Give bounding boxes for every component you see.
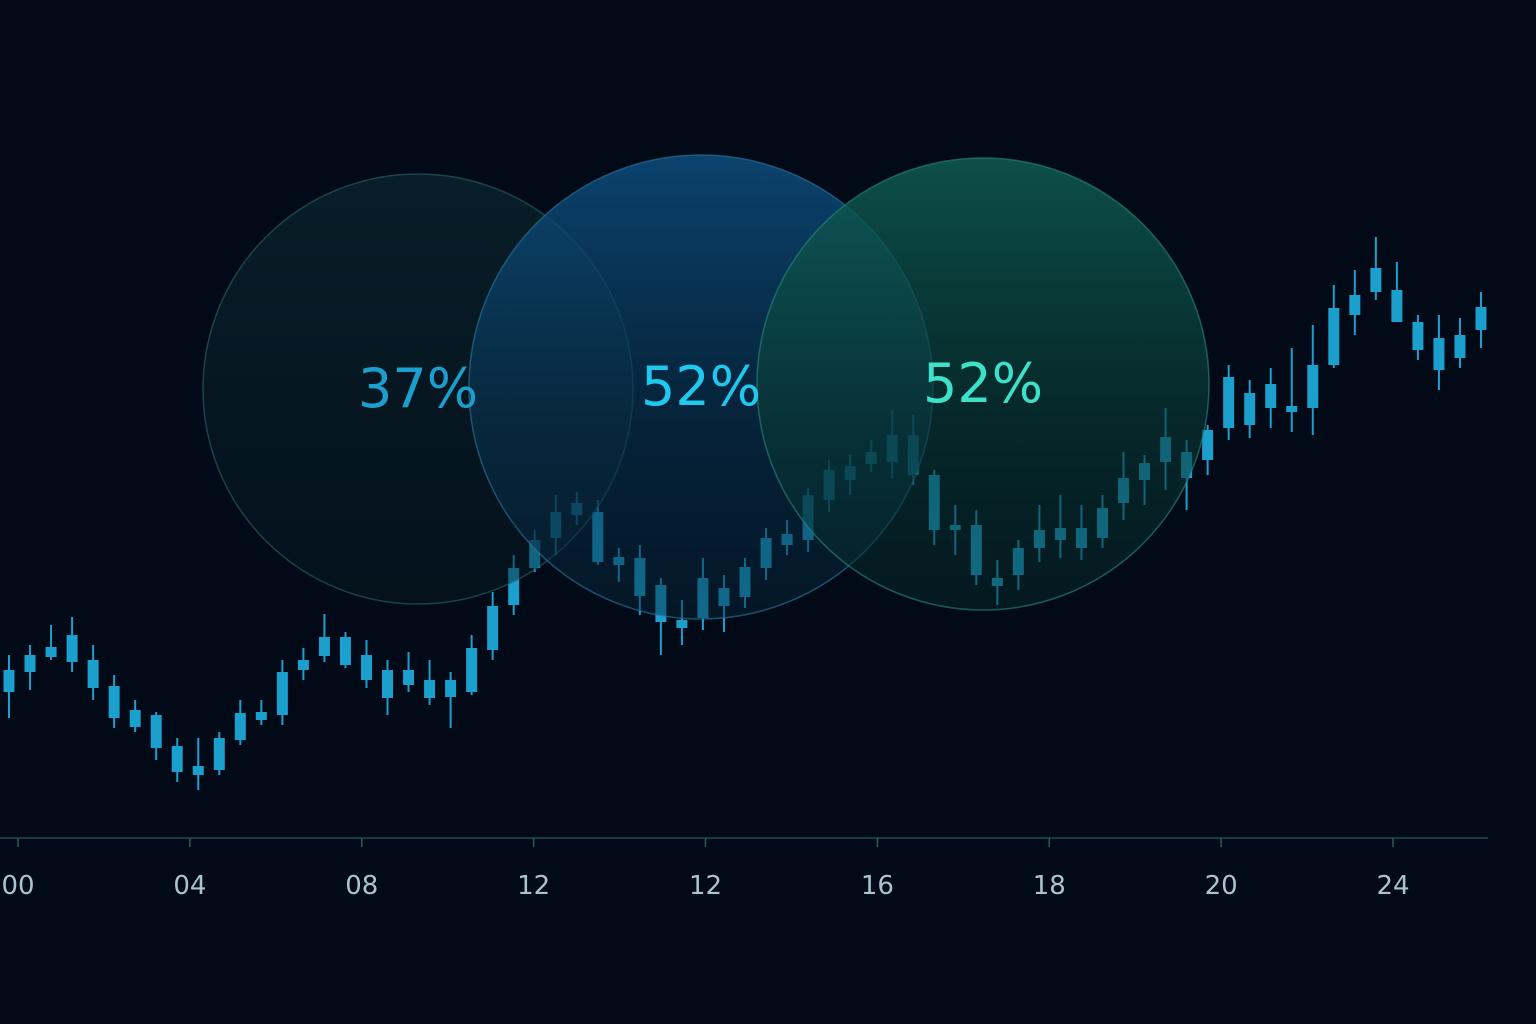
- x-tick-label: 00: [1, 871, 34, 901]
- candle-body: [1328, 308, 1340, 365]
- candle-body: [150, 715, 162, 748]
- x-tick-label: 16: [861, 871, 894, 901]
- candle-body: [1433, 338, 1445, 370]
- candle-body: [45, 647, 57, 657]
- bubble-label: 52%: [641, 355, 761, 418]
- bubbles: 37% 52% 52%: [202, 154, 1210, 620]
- candle-body: [1265, 384, 1277, 408]
- candle-body: [339, 637, 351, 665]
- candle-body: [129, 710, 141, 727]
- x-tick-label: 24: [1376, 871, 1409, 901]
- candle-body: [1244, 393, 1256, 425]
- candle-body: [487, 606, 499, 650]
- candle-body: [508, 568, 520, 605]
- candle-body: [1307, 365, 1319, 408]
- candle-body: [255, 712, 267, 720]
- candle-body: [1202, 430, 1214, 460]
- candle-body: [1412, 322, 1424, 350]
- candle-body: [360, 655, 372, 680]
- candle-body: [318, 637, 330, 656]
- candle-body: [108, 686, 120, 718]
- x-tick-label: 04: [173, 871, 206, 901]
- candle-body: [234, 713, 246, 740]
- candle-body: [424, 680, 436, 698]
- candle-body: [213, 738, 225, 770]
- candle-body: [1391, 290, 1403, 322]
- candle-body: [466, 648, 478, 692]
- candle-body: [66, 635, 78, 662]
- candle-body: [1223, 377, 1235, 428]
- x-axis-ticks: 00 04 08 12 12 16 18 20 24: [1, 838, 1410, 901]
- candle-body: [171, 746, 183, 772]
- candle-body: [192, 766, 204, 775]
- candle-body: [3, 670, 15, 692]
- bubble-label: 37%: [358, 357, 478, 420]
- candle-body: [1475, 307, 1487, 330]
- candle-body: [382, 670, 394, 698]
- candle-body: [445, 680, 457, 697]
- candle-body: [676, 620, 688, 628]
- x-tick-label: 12: [517, 871, 550, 901]
- candle-body: [276, 672, 288, 715]
- x-tick-label: 12: [689, 871, 722, 901]
- candle-body: [24, 655, 36, 672]
- x-tick-label: 08: [345, 871, 378, 901]
- candle-body: [297, 660, 309, 670]
- candle-body: [1454, 335, 1466, 358]
- bubble: [756, 157, 1210, 611]
- candle-body: [1349, 295, 1361, 315]
- candle-body: [403, 670, 415, 685]
- candle-body: [1370, 268, 1382, 292]
- x-tick-label: 18: [1033, 871, 1066, 901]
- candle-body: [87, 660, 99, 688]
- x-tick-label: 20: [1205, 871, 1238, 901]
- bubble-label: 52%: [923, 352, 1043, 415]
- candle-body: [1286, 406, 1298, 412]
